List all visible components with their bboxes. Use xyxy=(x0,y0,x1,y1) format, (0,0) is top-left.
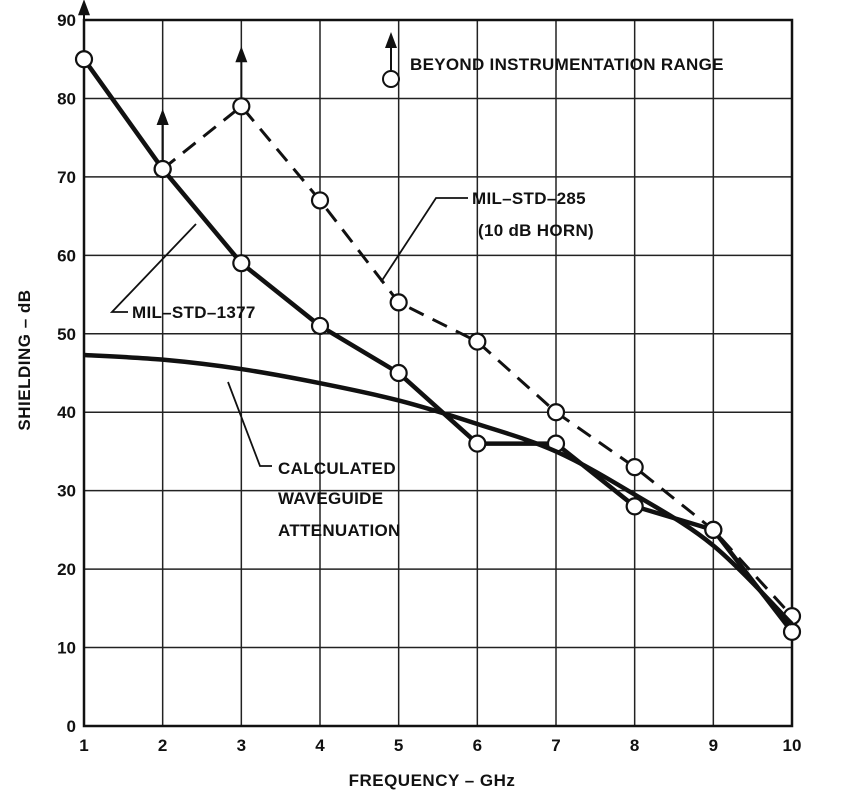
y-tick-label: 30 xyxy=(57,482,76,501)
data-point xyxy=(310,316,330,336)
series-group xyxy=(74,0,802,641)
leader-calc xyxy=(227,381,272,467)
data-point xyxy=(468,332,487,351)
y-tick-label: 20 xyxy=(57,560,76,579)
beyond-range-arrowhead xyxy=(235,46,248,63)
x-tick-labels: 1 2 3 4 5 6 7 8 9 10 xyxy=(79,736,801,755)
data-point xyxy=(232,97,251,116)
x-tick-label: 2 xyxy=(158,736,167,755)
data-point xyxy=(546,403,566,422)
annotations: BEYOND INSTRUMENTATION RANGE MIL–STD–285… xyxy=(109,32,724,540)
x-tick-label: 7 xyxy=(551,736,560,755)
y-tick-label: 40 xyxy=(57,403,76,422)
legend-arrowhead xyxy=(385,32,397,48)
series-line xyxy=(161,104,794,618)
series-line xyxy=(82,57,794,634)
series-label-mil285: MIL–STD–285 xyxy=(472,189,586,208)
x-tick-label: 8 xyxy=(630,736,639,755)
data-point xyxy=(704,520,723,539)
data-point xyxy=(389,363,408,383)
x-tick-label: 6 xyxy=(473,736,482,755)
data-point xyxy=(232,254,251,273)
y-tick-label: 50 xyxy=(57,325,76,344)
data-point xyxy=(468,434,487,453)
y-tick-label: 60 xyxy=(57,246,76,265)
beyond-range-arrowhead xyxy=(156,109,169,126)
series-label-mil1377: MIL–STD–1377 xyxy=(132,303,256,322)
data-point xyxy=(74,50,94,69)
y-tick-label: 80 xyxy=(57,89,76,108)
data-point xyxy=(782,622,802,641)
series-3 xyxy=(83,352,794,626)
y-tick-label: 70 xyxy=(57,168,76,187)
legend-note: BEYOND INSTRUMENTATION RANGE xyxy=(410,55,724,74)
plot-frame xyxy=(82,18,794,728)
data-point xyxy=(153,159,172,179)
y-axis-label: SHIELDING – dB xyxy=(15,289,34,430)
data-point xyxy=(625,497,644,516)
data-point xyxy=(625,458,644,477)
x-tick-label: 4 xyxy=(315,736,325,755)
series-line xyxy=(83,352,794,626)
x-tick-label: 1 xyxy=(79,736,88,755)
x-tick-label: 10 xyxy=(783,736,802,755)
data-point xyxy=(310,191,330,210)
x-axis-label: FREQUENCY – GHz xyxy=(349,771,516,790)
series-label-calc: CALCULATED xyxy=(278,459,396,478)
x-tick-label: 9 xyxy=(709,736,718,755)
grid xyxy=(83,19,793,727)
y-tick-label: 0 xyxy=(67,717,76,736)
x-tick-label: 3 xyxy=(237,736,246,755)
series-2 xyxy=(153,46,802,626)
y-tick-label: 90 xyxy=(57,11,76,30)
series-label-calc-line3: ATTENUATION xyxy=(278,521,401,540)
series-label-mil285-line2: (10 dB HORN) xyxy=(478,221,594,240)
data-point xyxy=(389,293,408,312)
y-tick-labels: 0 10 20 30 40 50 60 70 80 90 xyxy=(57,11,76,736)
legend-marker xyxy=(382,70,400,88)
y-tick-label: 10 xyxy=(57,639,76,658)
series-label-calc-line2: WAVEGUIDE xyxy=(278,489,383,508)
leader-mil285 xyxy=(380,197,468,283)
leader-mil1377 xyxy=(109,223,197,313)
x-tick-label: 5 xyxy=(394,736,403,755)
beyond-range-arrowhead xyxy=(78,0,90,16)
